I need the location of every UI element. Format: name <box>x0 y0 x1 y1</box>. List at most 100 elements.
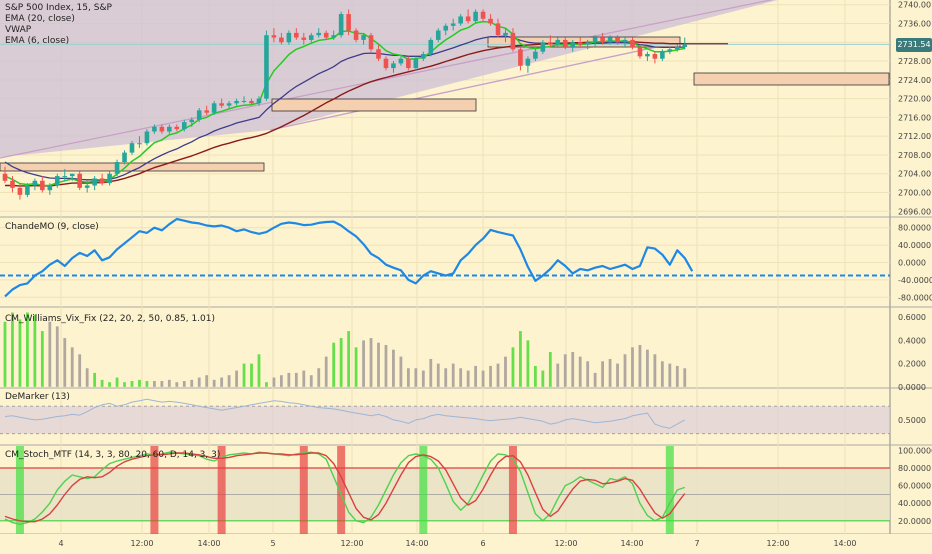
vix-bar <box>489 365 492 387</box>
vix-bar <box>11 312 14 387</box>
supply-demand-zone <box>693 72 890 86</box>
candle-body <box>249 100 254 104</box>
candle-body <box>264 35 269 99</box>
vix-bar <box>160 381 164 387</box>
stoch-legend[interactable]: CM_Stoch_MTF (14, 3, 3, 80, 20, 60, D, 1… <box>5 450 221 460</box>
vix-bar <box>153 381 156 387</box>
stoch-green-signal <box>665 446 674 534</box>
vix-bar <box>115 377 119 387</box>
time-axis-bg <box>0 534 932 550</box>
candle-body <box>592 37 598 43</box>
price-axis-tick: 2716.00 <box>898 113 931 122</box>
candle-body <box>346 14 351 31</box>
vix-bar <box>683 368 687 387</box>
vix-bar <box>593 372 597 387</box>
vix-bar <box>623 354 627 387</box>
supply-demand-zone <box>271 98 477 112</box>
vix-bar <box>182 381 186 387</box>
stoch-axis-tick: 40.0000 <box>898 499 931 508</box>
chande-line <box>4 217 694 298</box>
candle-body <box>391 63 396 69</box>
vixfix-legend[interactable]: CM_Williams_Vix_Fix (22, 20, 2, 50, 0.85… <box>5 314 216 324</box>
channel-upper-line <box>0 0 774 159</box>
candle-body <box>615 37 620 43</box>
time-axis-tick: 7 <box>694 539 699 548</box>
stoch-axis-tick: 60.0000 <box>898 482 931 491</box>
candle-body <box>40 180 45 191</box>
candle-body <box>25 185 30 195</box>
chande-legend[interactable]: ChandeMO (9, close) <box>5 222 99 232</box>
vix-bar <box>436 363 440 387</box>
ema6-legend[interactable]: EMA (6, close) <box>5 36 70 46</box>
candle-body <box>630 39 635 47</box>
candle-body <box>129 143 135 153</box>
vix-bar <box>414 368 418 387</box>
time-axis-tick: 14:00 <box>833 539 856 548</box>
candle-body <box>77 173 82 188</box>
time-axis-tick: 12:00 <box>554 539 577 548</box>
candle-body <box>562 39 568 47</box>
candle-body <box>495 23 501 36</box>
vix-bar <box>265 382 268 387</box>
demarker-legend[interactable]: DeMarker (13) <box>5 392 70 402</box>
vix-bar <box>26 312 29 387</box>
candle-body <box>353 30 359 40</box>
vwap-legend[interactable]: VWAP <box>5 25 32 35</box>
time-axis-tick: 4 <box>58 539 63 548</box>
vix-bar <box>93 372 97 387</box>
candle-body <box>226 103 232 106</box>
vix-bar <box>227 375 231 387</box>
candle-body <box>47 185 53 191</box>
vix-axis-tick: 0.6000 <box>898 313 926 322</box>
candle-body <box>406 58 411 69</box>
candle-body <box>577 42 583 45</box>
candle-body <box>518 49 523 66</box>
stoch-red-signal <box>508 446 517 534</box>
vix-bar <box>444 368 448 387</box>
vix-bar <box>586 361 590 387</box>
candle-body <box>54 176 60 186</box>
candle-body <box>17 187 23 195</box>
channel-lower-line <box>269 41 681 131</box>
candle-body <box>181 122 187 130</box>
ema20-legend[interactable]: EMA (20, close) <box>5 14 75 24</box>
candle-body <box>585 42 590 45</box>
candle-body <box>204 110 209 113</box>
candle-body <box>383 58 389 69</box>
vix-bar <box>668 363 672 387</box>
candle-body <box>503 32 508 36</box>
vix-bar <box>421 370 425 387</box>
candle-body <box>271 35 277 38</box>
candle-body <box>473 11 478 22</box>
vix-bar <box>504 356 507 387</box>
last-price-badge: 2731.54 <box>896 38 932 52</box>
price-axis-tick: 2700.00 <box>898 189 931 198</box>
price-axis-tick: 2712.00 <box>898 132 931 141</box>
stoch-red-signal <box>217 446 226 534</box>
vix-bar <box>519 331 522 387</box>
candle-body <box>525 58 531 66</box>
chande-axis-tick: 80.0000 <box>898 224 931 233</box>
vix-bar <box>347 331 351 387</box>
vix-bar <box>279 375 283 387</box>
time-axis-tick: 12:00 <box>340 539 363 548</box>
candle-body <box>398 58 404 64</box>
vix-bar <box>123 382 126 387</box>
symbol-title[interactable]: S&P 500 Index, 15, S&P <box>5 3 112 13</box>
vix-bar <box>631 347 634 387</box>
vix-bar <box>48 321 52 387</box>
candle-body <box>428 39 434 54</box>
vix-bar <box>429 358 433 387</box>
price-axis-tick: 2704.00 <box>898 170 931 179</box>
vix-bar <box>18 319 22 387</box>
stoch-red-signal <box>150 446 159 534</box>
vix-bar <box>459 368 463 387</box>
vix-bar <box>197 377 201 387</box>
candle-body <box>376 49 381 59</box>
candle-body <box>152 126 157 132</box>
candle-body <box>2 173 8 181</box>
time-axis-tick: 12:00 <box>130 539 153 548</box>
vix-bar <box>608 358 612 387</box>
